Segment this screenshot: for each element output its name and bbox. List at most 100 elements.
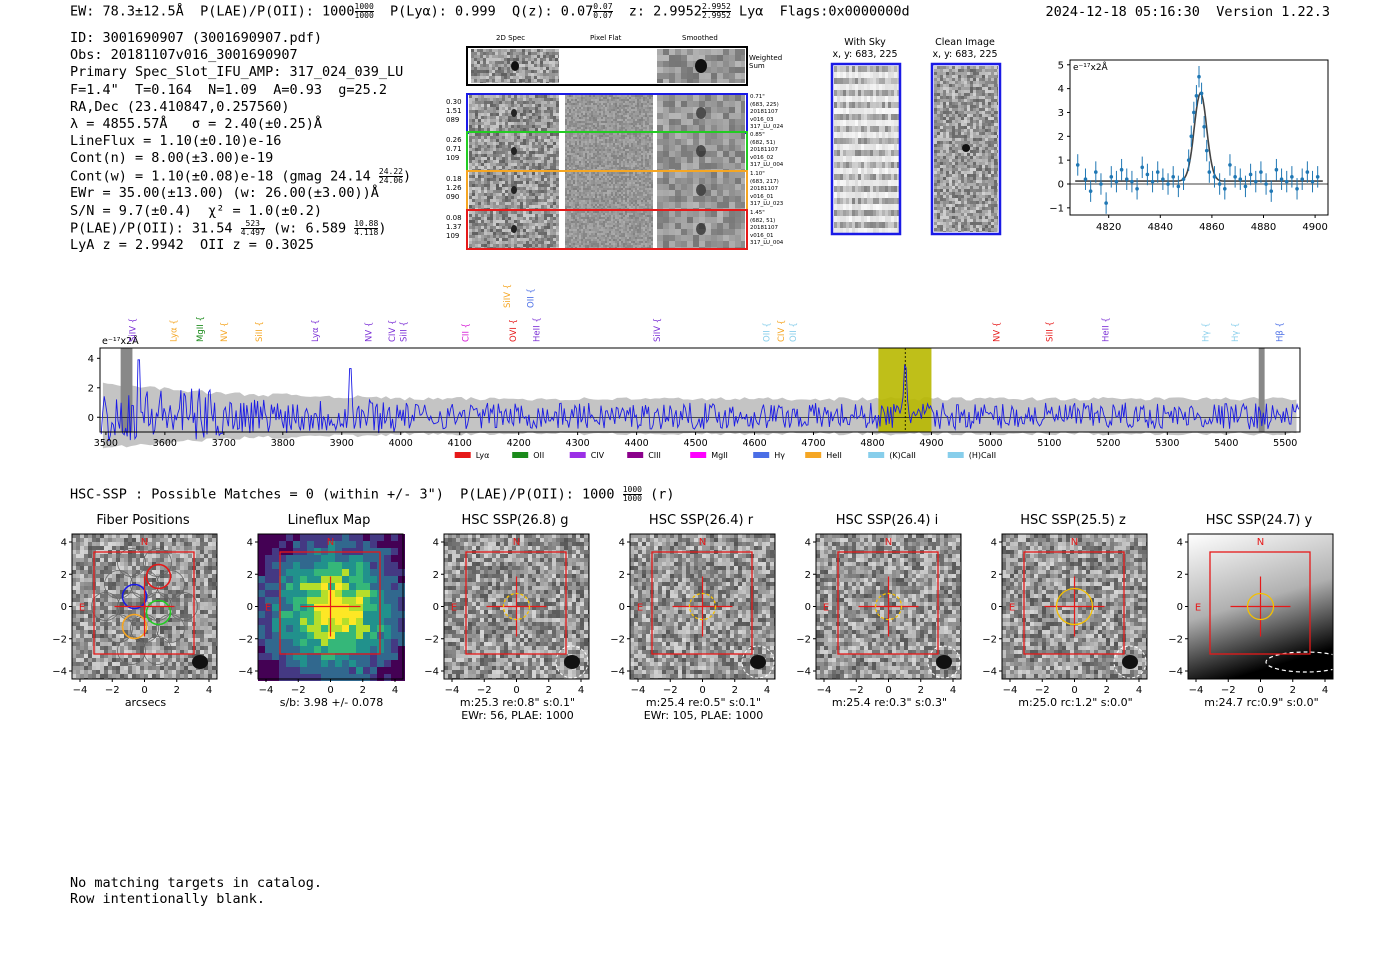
zoom-point	[1274, 167, 1279, 172]
hsc-panel-caption: m:25.0 rc:1.2" s:0.0"	[1018, 696, 1133, 709]
spec-line-label: NV {	[220, 322, 230, 342]
spec-legend-label: (K)CaII	[889, 451, 916, 460]
ytick-label: −2	[796, 634, 811, 645]
xtick-label: 0	[699, 685, 705, 696]
spec-xtick-label: 4300	[566, 438, 590, 449]
row-2-2d	[469, 172, 559, 209]
clean-image	[934, 66, 998, 232]
zoom-point	[1207, 170, 1212, 174]
hsc-panel-title: HSC SSP(24.7) y	[1205, 513, 1313, 528]
xtick-label: −4	[73, 685, 88, 696]
info-contn: Cont(n) = 8.00(±3.00)e-19	[70, 150, 274, 167]
xtick-label: 2	[174, 685, 180, 696]
spec-masked-region	[1258, 348, 1265, 432]
spec-line-label: CII {	[462, 323, 472, 342]
xtick-label: −4	[631, 685, 646, 696]
zoom-point	[1155, 170, 1160, 174]
info-ewr: EWr = 35.00(±13.00) (w: 26.00(±3.00))Å	[70, 185, 379, 202]
ytick-label: −4	[1168, 667, 1183, 678]
spec-line-label: NV {	[992, 322, 1002, 342]
version: Version 1.22.3	[1216, 4, 1330, 20]
row-meta: (682, 51)	[750, 217, 776, 224]
row-1-flat	[565, 133, 653, 170]
summary-line: EW: 78.3±12.5Å P(LAE)/P(OII): 1000 1000 10…	[70, 3, 910, 20]
ytick-label: 2	[991, 570, 997, 581]
ytick-label: 0	[1177, 602, 1183, 613]
spec-line-label: MgII {	[196, 316, 206, 342]
zoom-point	[1114, 179, 1119, 184]
row-stat: 0.30	[446, 98, 462, 106]
bright-source-circle	[1113, 645, 1147, 679]
clean-image-xy: x, y: 683, 225	[932, 49, 998, 60]
row-stat: 0.18	[446, 175, 462, 183]
zoom-ytick-label: 4	[1058, 84, 1064, 95]
east-label: E	[451, 603, 457, 614]
spec-xtick-label: 5200	[1096, 438, 1120, 449]
info-sn: S/N = 9.7(±0.4) χ² = 1.0(±0.2)	[70, 202, 322, 219]
ytick-label: −2	[610, 634, 625, 645]
row-2-right-meta: 1.10" (683, 217) 20181107 v016_01 317_LU_023	[750, 171, 783, 209]
row-meta: (683, 225)	[750, 101, 779, 108]
info-primary: Primary Spec_Slot_IFU_AMP: 317_024_039_L…	[70, 64, 404, 81]
row-meta: 317_LU_023	[750, 201, 784, 207]
fiber-blue	[121, 583, 148, 610]
spec-line-label: SiIV {	[503, 284, 513, 308]
spec-xtick-label: 5500	[1273, 438, 1297, 449]
ytick-label: −2	[52, 634, 67, 645]
zoom-point	[1264, 182, 1268, 186]
hsc-panel-2: HSC SSP(26.8) g N E −4 4 −2 2 0 0 2 −2 4 −4 m:25.3 re…	[412, 510, 598, 725]
ytick-label: 2	[1177, 570, 1183, 581]
spec-legend-swatch	[805, 452, 822, 458]
weighted-flat	[559, 49, 657, 83]
bright-source-ellipse	[1265, 651, 1342, 673]
z-value: z: 2.9952	[628, 3, 702, 20]
spec-legend-swatch	[627, 452, 644, 458]
spec-flux-line	[100, 359, 1300, 442]
spec-xtick-label: 4400	[625, 438, 649, 449]
xtick-label: −2	[1221, 685, 1236, 696]
spec-frame	[99, 347, 1301, 433]
row-3-flat	[565, 211, 653, 248]
bright-source	[936, 655, 952, 669]
ytick-label: 0	[619, 602, 625, 613]
weighted-smooth-source	[695, 59, 707, 73]
xtick-label: 2	[1104, 685, 1110, 696]
row-2-smooth	[657, 172, 745, 209]
zoom-xtick-label: 4840	[1148, 222, 1173, 232]
spec-xtick-label: 5400	[1214, 438, 1238, 449]
spec-xtick-label: 5300	[1155, 438, 1179, 449]
xtick-label: 0	[885, 685, 891, 696]
spec-line-label: Lyα {	[170, 319, 180, 342]
zoom-point	[1194, 93, 1199, 98]
spec-legend-label: HeII	[826, 451, 842, 460]
ytick-label: 4	[991, 538, 997, 549]
ytick-label: 4	[805, 538, 811, 549]
xtick-label: −2	[663, 685, 678, 696]
east-label: E	[823, 603, 829, 614]
zoom-ylabel: e⁻¹⁷x2Å	[1073, 61, 1109, 73]
info-lyaz: LyA z = 2.9942 OII z = 0.3025	[70, 237, 314, 254]
zoom-point	[1124, 177, 1129, 182]
xtick-label: −4	[445, 685, 460, 696]
with-sky-title: With Sky	[844, 37, 886, 48]
east-label: E	[637, 603, 643, 614]
hsc-panel-image: N E −4 4 −2 2 0 0 2 −2 4 −4	[238, 533, 405, 696]
weighted-source	[511, 61, 519, 71]
zoom-ytick-label: 1	[1058, 156, 1064, 167]
spec-xtick-label: 3700	[212, 438, 236, 449]
row-1-right-meta: 0.85" (682, 51) 20181107 v016_02 317_LU_004	[750, 132, 783, 170]
footer-line-2: Row intentionally blank.	[70, 890, 266, 907]
zoom-point	[1204, 148, 1209, 153]
zoom-fit-chart: −1 0 1 2 3 4 5 4820 4840 4860 4880 4900 e⁻¹⁷x2Å	[1049, 59, 1329, 232]
ytick-label: 0	[61, 602, 67, 613]
qz-lo: 0.07	[593, 11, 613, 20]
hsc-panel-caption-2: EWr: 105, PLAE: 1000	[643, 709, 764, 722]
z-lo: 2.9952	[701, 11, 731, 20]
zoom-point	[1197, 74, 1201, 79]
ytick-label: 0	[805, 602, 811, 613]
zoom-point	[1099, 182, 1103, 186]
north-label: N	[1071, 537, 1078, 548]
search-box	[1209, 551, 1311, 655]
spec-legend-swatch	[753, 452, 770, 458]
hsc-panel-caption: arcsecs	[124, 696, 167, 709]
